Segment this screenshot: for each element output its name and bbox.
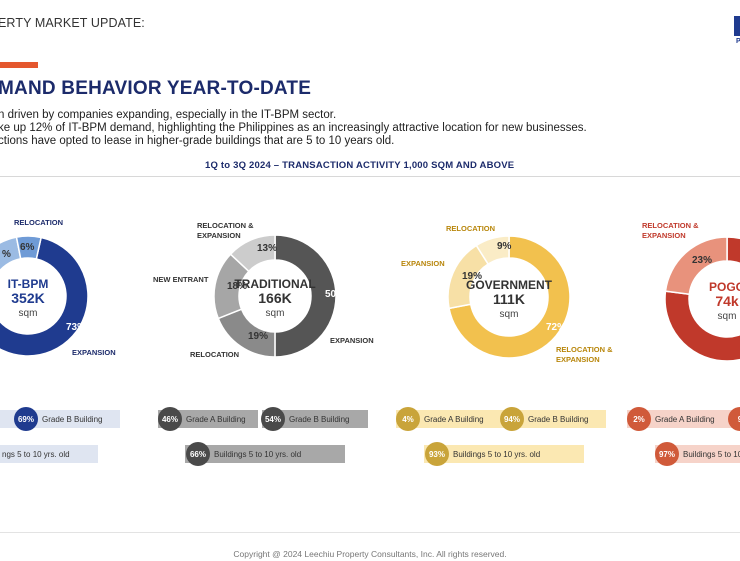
slice-value-label: 13% [257,243,277,254]
donut-center-total: 111K [493,291,525,307]
slice-value-label: 73% [66,322,86,333]
chip-text: ngs 5 to 10 yrs. old [2,450,70,459]
chip-text: Grade A Building [424,415,484,424]
donut-center-total: 74k [715,293,739,309]
chip-text: Grade A Building [655,415,715,424]
donut-slice [274,234,337,358]
chip-badge [728,407,740,431]
donut-center-unit: sqm [500,309,519,320]
donut-slice [475,235,510,266]
bullet-text: n driven by companies expanding, especia… [0,109,337,121]
slice-category-label: EXPANSION [556,355,600,364]
chip-value: 2% [633,415,645,424]
chip-bar [158,410,258,428]
slice-value-label: 72% [546,322,566,333]
donut-center-title: IT-BPM [8,277,49,291]
slice-value-label: 6% [20,242,35,253]
donut-center-total: 352K [11,290,44,306]
chip-value: 9 [738,415,740,424]
bullet-text: ctions have opted to lease in higher-gra… [0,135,395,147]
slice-category-label: EXPANSION [330,336,374,345]
donut-slice [448,235,571,359]
donut-slice [664,236,740,362]
chip-value: 54% [265,415,281,424]
donut-center-total: 166K [258,290,291,306]
accent-bar [0,62,38,68]
chip-bar [262,410,368,428]
chip-badge [396,407,420,431]
chip-badge [627,407,651,431]
chip-value: 66% [190,450,206,459]
brand-logo-subtext: P [736,38,740,45]
chip-badge [655,442,679,466]
chip-value: 69% [18,415,34,424]
slice-value-label: 19% [248,331,268,342]
slice-category-label: EXPANSION [642,231,686,240]
copyright-text: Copyright @ 2024 Leechiu Property Consul… [233,549,507,559]
chip-badge [14,407,38,431]
chip-badge [186,442,210,466]
chip-value: 97% [659,450,675,459]
slice-category-label: NEW ENTRANT [153,275,209,284]
donut-center-title: GOVERNMENT [466,278,553,292]
slice-value-label: 9% [497,241,512,252]
slice-value-label: 18% [227,281,247,292]
donut-slice [664,236,728,296]
chip-badge [425,442,449,466]
donut-center-unit: sqm [266,308,285,319]
divider [0,532,740,533]
section-label: ERTY MARKET UPDATE: [0,16,145,30]
donut-slice [229,234,276,273]
bullet-text: ke up 12% of IT-BPM demand, highlighting… [0,122,587,134]
chip-value: 4% [402,415,414,424]
slice-category-label: RELOCATION [446,224,495,233]
donut-center-title: POGO [709,280,740,294]
chip-text: Grade B Building [289,415,349,424]
slice-category-label: RELOCATION [14,218,63,227]
chip-bar [627,410,740,428]
slice-category-label: RELOCATION & [642,221,699,230]
donut-slice [0,236,89,357]
donut-center-unit: sqm [718,311,737,322]
chip-bar [0,445,98,463]
chart-section-title: 1Q to 3Q 2024 – TRANSACTION ACTIVITY 1,0… [205,160,515,171]
slice-category-label: EXPANSION [72,348,116,357]
slice-value-label: 19% [462,271,482,282]
chip-badge [261,407,285,431]
page-title: MAND BEHAVIOR YEAR-TO-DATE [0,78,312,99]
chip-bar [500,410,606,428]
chip-text: Grade A Building [186,415,246,424]
brand-logo [734,16,740,36]
chip-text: Buildings 5 to 10 yrs. old [683,450,740,459]
slice-category-label: RELOCATION & [556,345,613,354]
chip-value: 93% [429,450,445,459]
chip-badge [158,407,182,431]
donut-slice [15,235,43,260]
chip-text: Buildings 5 to 10 yrs. old [214,450,301,459]
slice-value-label: % [2,249,11,260]
chip-badge [500,407,524,431]
donut-center-unit: sqm [19,308,38,319]
slice-value-label: 50% [325,289,345,300]
chip-value: 46% [162,415,178,424]
slice-category-label: RELOCATION [190,350,239,359]
chip-text: Grade B Building [528,415,588,424]
chip-bar [185,445,345,463]
divider [0,176,740,177]
slice-value-label: 23% [692,255,712,266]
slice-category-label: EXPANSION [401,259,445,268]
slice-category-label: RELOCATION & [197,221,254,230]
chip-value: 94% [504,415,520,424]
chip-bar [396,410,506,428]
slice-category-label: EXPANSION [197,231,241,240]
chip-text: Grade B Building [42,415,102,424]
chip-bar [424,445,584,463]
chip-text: Buildings 5 to 10 yrs. old [453,450,540,459]
donut-center-title: TRADITIONAL [234,277,315,291]
